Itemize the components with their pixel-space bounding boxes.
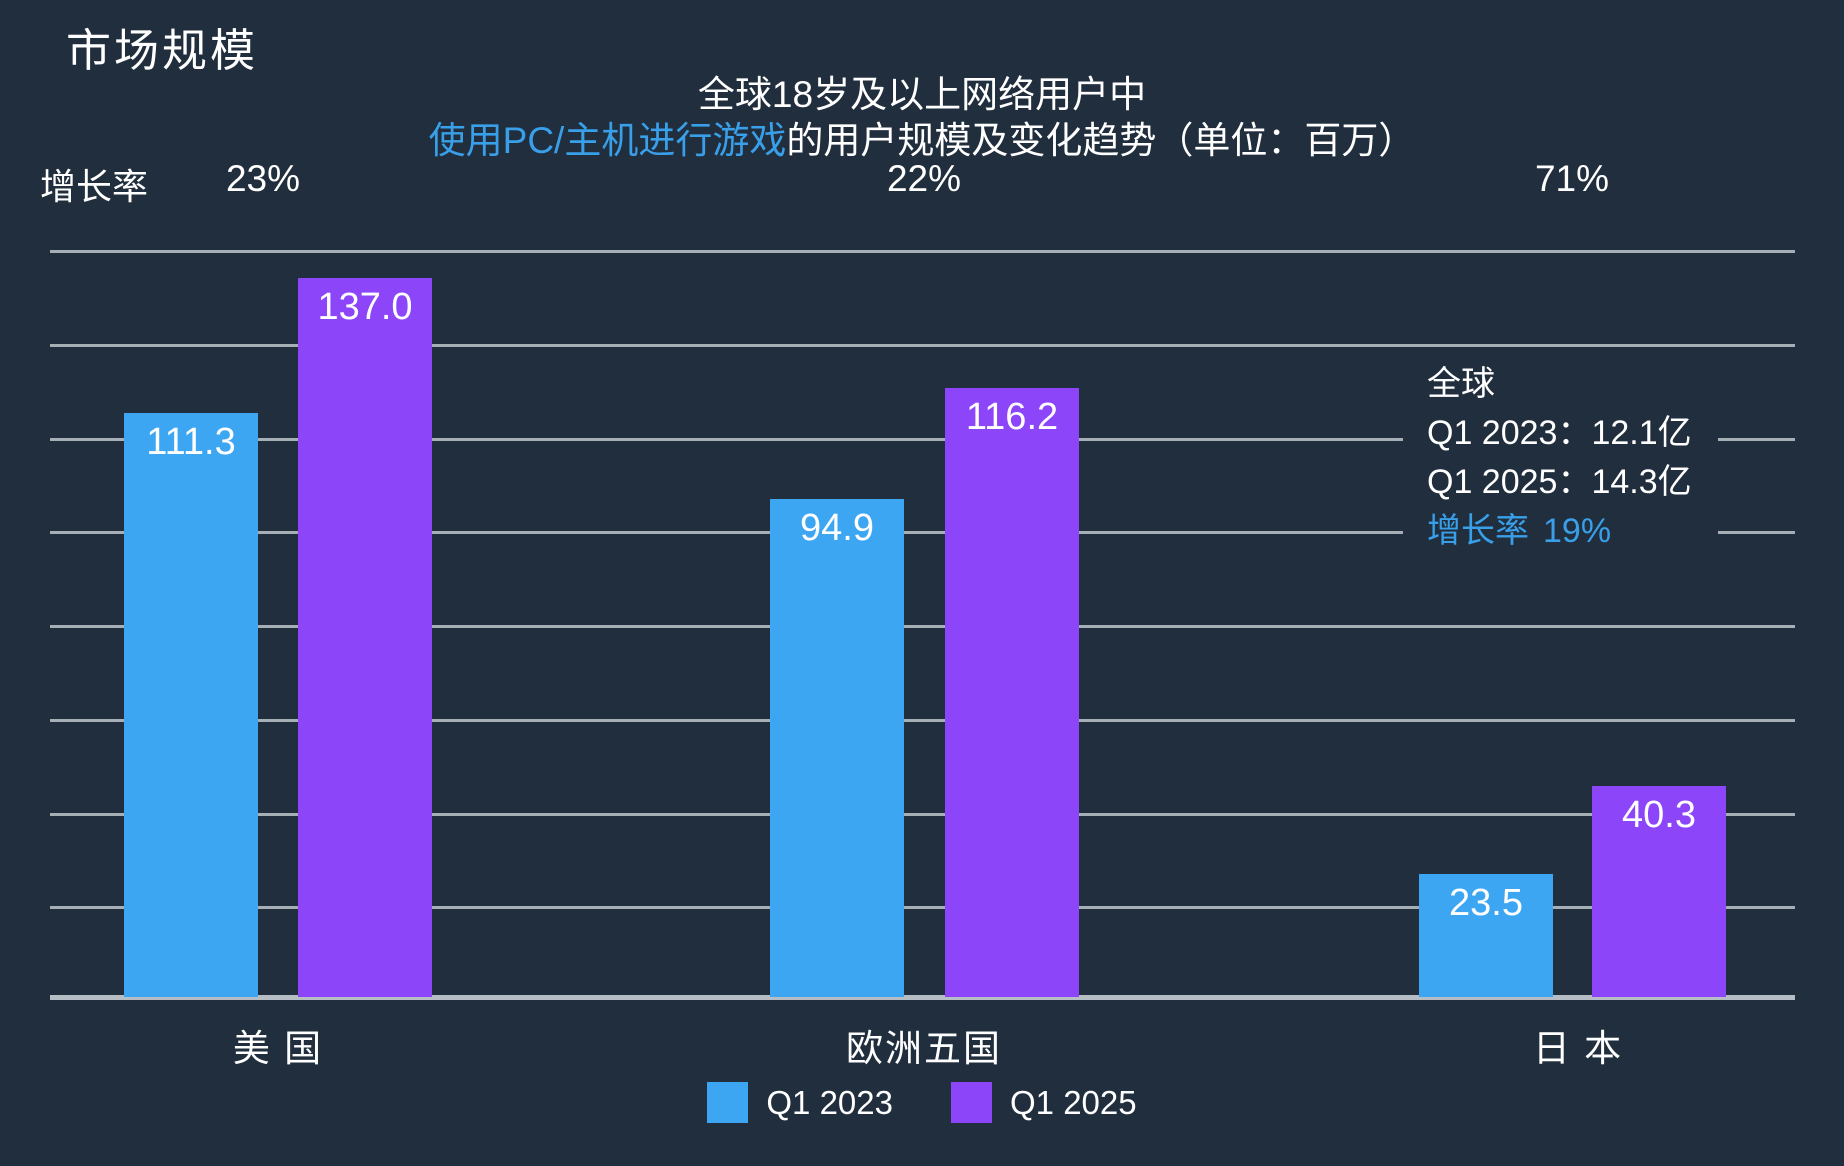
subtitle-line1: 全球18岁及以上网络用户中 <box>697 74 1147 115</box>
bar-s0-c2: 23.5 <box>1419 874 1553 997</box>
bar-value-label: 111.3 <box>146 421 236 463</box>
legend-swatch-0 <box>707 1082 749 1123</box>
subtitle-highlight: 使用PC/主机进行游戏 <box>428 120 787 161</box>
legend-item-0: Q1 2023 <box>707 1082 893 1123</box>
legend-label-1: Q1 2025 <box>1010 1083 1137 1121</box>
bar-s1-c2: 40.3 <box>1592 786 1726 997</box>
growth-rate-value-0: 23% <box>225 158 301 199</box>
annotation-growth-line: 增长率 19% <box>1427 507 1692 556</box>
annotation-line-2025: Q1 2025：14.3亿 <box>1427 463 1692 501</box>
legend-item-1: Q1 2025 <box>951 1082 1137 1123</box>
chart-subtitle: 全球18岁及以上网络用户中 使用PC/主机进行游戏的用户规模及变化趋势（单位：百… <box>0 72 1844 164</box>
gridline <box>50 719 1795 722</box>
axis-baseline <box>50 995 1795 1000</box>
bar-s0-c1: 94.9 <box>770 499 904 997</box>
category-label-0: 美 国 <box>232 1028 324 1069</box>
annotation-growth-label: 增长率 <box>1427 512 1529 550</box>
annotation-growth-value: 19% <box>1543 512 1612 550</box>
gridline <box>50 250 1795 253</box>
bar-s0-c0: 111.3 <box>124 413 258 997</box>
gridline <box>50 906 1795 909</box>
bar-s1-c0: 137.0 <box>298 278 432 997</box>
gridline <box>50 344 1795 347</box>
bar-s1-c1: 116.2 <box>945 388 1079 997</box>
annotation-line-2023: Q1 2023：12.1亿 <box>1427 414 1692 452</box>
growth-rate-value-2: 71% <box>1534 158 1610 199</box>
global-annotation: 全球 Q1 2023：12.1亿 Q1 2025：14.3亿 增长率 19% <box>1403 354 1718 570</box>
chart-legend: Q1 2023 Q1 2025 <box>0 1082 1844 1123</box>
legend-label-0: Q1 2023 <box>766 1083 893 1121</box>
category-label-2: 日 本 <box>1532 1028 1624 1069</box>
gridline <box>50 531 1795 534</box>
gridline <box>50 625 1795 628</box>
growth-rate-value-1: 22% <box>886 158 962 199</box>
subtitle-rest: 的用户规模及变化趋势（单位：百万） <box>786 120 1416 161</box>
gridline <box>50 813 1795 816</box>
subtitle-line2: 使用PC/主机进行游戏的用户规模及变化趋势（单位：百万） <box>0 118 1844 164</box>
category-label-1: 欧洲五国 <box>846 1028 1002 1069</box>
bar-value-label: 116.2 <box>965 396 1059 438</box>
bar-value-label: 40.3 <box>1622 794 1696 836</box>
growth-rate-row-label: 增长率 <box>40 166 149 207</box>
gridline <box>50 438 1795 441</box>
page-title: 市场规模 <box>66 25 259 76</box>
legend-swatch-1 <box>951 1082 992 1123</box>
bar-value-label: 137.0 <box>317 286 413 328</box>
bar-value-label: 23.5 <box>1449 882 1523 924</box>
plot-area: 111.3 94.9 23.5 137.0 116.2 40.3 <box>50 250 1795 1000</box>
annotation-title: 全球 <box>1427 365 1495 403</box>
bar-value-label: 94.9 <box>800 507 874 549</box>
